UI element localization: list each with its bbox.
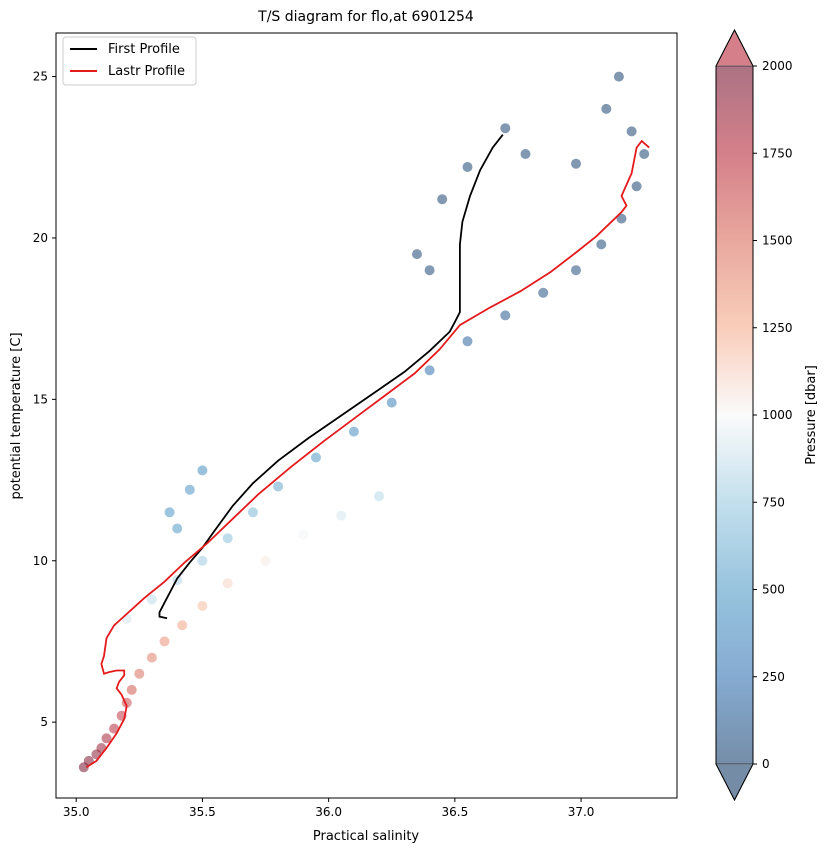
colorbar-extend-bottom [715, 763, 754, 802]
scatter-point-45 [437, 194, 448, 205]
colorbar-tick-label: 2000 [762, 59, 793, 73]
scatter-point-28 [386, 397, 397, 408]
scatter-point-30 [462, 336, 473, 347]
scatter-point-18 [374, 491, 385, 502]
scatter-point-31 [500, 310, 511, 321]
scatter-point-19 [121, 613, 132, 624]
scatter-point-41 [571, 158, 581, 169]
y-axis-ticks: 5 10 15 20 25 [33, 70, 56, 729]
scatter-point-23 [222, 533, 233, 544]
colorbar-tick-label: 0 [762, 757, 770, 771]
x-tick-label: 36.5 [441, 805, 468, 819]
y-tick-label: 15 [33, 392, 48, 406]
scatter-point-4 [101, 733, 112, 744]
scatter-point-11 [159, 636, 170, 647]
scatter-point-50 [164, 507, 175, 518]
x-tick-label: 35.0 [63, 805, 90, 819]
scatter-point-48 [197, 465, 208, 476]
colorbar-tick-label: 1500 [762, 234, 793, 248]
scatter-points [78, 71, 650, 773]
scatter-point-26 [311, 452, 321, 463]
colorbar-tick-label: 1750 [762, 146, 793, 160]
scatter-point-40 [626, 126, 637, 137]
colorbar-tick-label: 250 [762, 670, 785, 684]
y-tick-label: 25 [33, 70, 48, 84]
scatter-point-25 [273, 481, 284, 492]
scatter-point-43 [500, 123, 511, 134]
x-tick-label: 37.0 [568, 805, 595, 819]
scatter-point-22 [197, 555, 208, 566]
scatter-point-39 [601, 103, 612, 114]
colorbar-gradient [716, 66, 753, 764]
plot-frame [55, 32, 678, 799]
scatter-point-38 [613, 71, 624, 82]
first-profile-line [158, 134, 504, 620]
scatter-point-5 [109, 723, 120, 734]
last-profile-line [85, 139, 650, 769]
scatter-point-32 [538, 287, 549, 298]
scatter-point-15 [260, 555, 271, 566]
scatter-point-16 [298, 529, 309, 540]
profile-lines [85, 134, 650, 769]
colorbar-tick-label: 1000 [762, 408, 793, 422]
scatter-point-12 [177, 620, 188, 631]
scatter-point-36 [631, 181, 642, 192]
x-tick-label: 35.5 [189, 805, 216, 819]
y-tick-label: 10 [33, 554, 48, 568]
scatter-point-20 [146, 594, 157, 605]
scatter-point-8 [126, 684, 137, 695]
scatter-point-37 [639, 149, 650, 159]
scatter-point-10 [146, 652, 157, 663]
scatter-point-13 [197, 600, 208, 611]
colorbar-ticks: 0 250 500 750 1000 1250 1500 1750 2000 [753, 59, 793, 771]
x-axis-label: Practical salinity [313, 829, 420, 844]
legend-label-first-profile: First Profile [108, 42, 180, 57]
scatter-point-34 [596, 239, 607, 250]
scatter-point-46 [412, 249, 422, 260]
chart-title: T/S diagram for flo,at 6901254 [257, 9, 474, 25]
scatter-point-42 [520, 149, 531, 159]
scatter-point-44 [462, 162, 473, 172]
legend-label-last-profile: Lastr Profile [108, 64, 185, 79]
colorbar: 0 250 500 750 1000 1250 1500 1750 2000 Pressure … [715, 28, 819, 802]
legend: First Profile Lastr Profile [62, 36, 197, 86]
scatter-point-24 [247, 507, 258, 518]
scatter-point-9 [134, 668, 145, 679]
colorbar-label: Pressure [dbar] [804, 365, 819, 465]
colorbar-tick-label: 500 [762, 583, 785, 597]
y-axis-label: potential temperature [C] [9, 332, 24, 499]
scatter-point-27 [348, 426, 359, 437]
colorbar-extend-top [715, 28, 754, 67]
scatter-point-47 [424, 265, 435, 276]
colorbar-tick-label: 1250 [762, 321, 793, 335]
scatter-point-17 [336, 510, 347, 521]
scatter-point-51 [172, 523, 183, 534]
colorbar-tick-label: 750 [762, 495, 785, 509]
scatter-point-14 [222, 578, 233, 589]
y-tick-label: 20 [33, 231, 48, 245]
scatter-point-35 [616, 213, 627, 224]
x-tick-label: 36.0 [315, 805, 342, 819]
scatter-point-49 [184, 484, 195, 495]
scatter-point-29 [424, 365, 435, 376]
y-tick-label: 5 [40, 715, 48, 729]
scatter-point-33 [571, 265, 581, 276]
x-axis-ticks: 35.0 35.5 36.0 36.5 37.0 [63, 798, 595, 819]
